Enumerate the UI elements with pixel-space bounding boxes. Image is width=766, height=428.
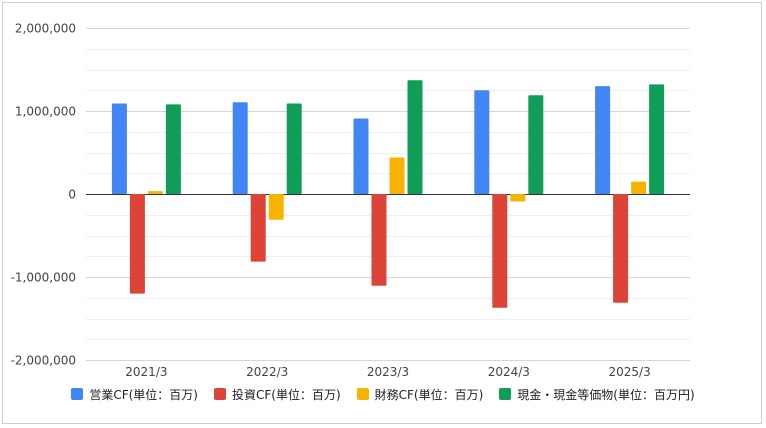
bar <box>250 194 266 262</box>
legend-swatch <box>213 388 226 400</box>
legend-item: 営業CF(単位：百万) <box>71 386 198 403</box>
y-tick-label: 1,000,000 <box>15 105 76 119</box>
legend-item: 現金・現金等価物(単位：百万円) <box>499 386 695 403</box>
legend-swatch <box>71 388 84 400</box>
x-tick-label: 2024/3 <box>488 365 530 379</box>
legend-item: 投資CF(単位：百万) <box>213 386 341 403</box>
bar <box>595 86 611 194</box>
x-tick-label: 2021/3 <box>125 365 167 379</box>
bar <box>111 103 127 194</box>
bar <box>268 194 284 220</box>
legend-swatch <box>356 388 369 400</box>
bar <box>631 181 647 195</box>
bar <box>474 90 490 195</box>
bar <box>613 194 629 303</box>
y-tick-label: -2,000,000 <box>11 354 76 368</box>
bar <box>528 95 544 194</box>
bar <box>147 191 163 195</box>
legend-swatch <box>499 388 512 400</box>
bar <box>165 104 181 195</box>
legend-label: 財務CF(単位：百万) <box>374 387 484 402</box>
x-tick-label: 2023/3 <box>367 365 409 379</box>
y-tick-label: 0 <box>68 188 76 202</box>
bar <box>649 84 665 194</box>
legend-label: 営業CF(単位：百万) <box>89 387 198 402</box>
bar <box>407 80 423 195</box>
y-tick-label: -1,000,000 <box>11 271 76 285</box>
legend-label: 現金・現金等価物(単位：百万円) <box>517 387 695 402</box>
bar <box>371 194 387 286</box>
bar <box>129 194 145 294</box>
bar <box>492 194 508 308</box>
bar <box>510 194 526 202</box>
x-tick-label: 2025/3 <box>608 365 650 379</box>
bar <box>232 102 248 195</box>
x-tick-label: 2022/3 <box>246 365 288 379</box>
legend-item: 財務CF(単位：百万) <box>356 386 484 403</box>
bar <box>353 118 369 195</box>
bar <box>389 157 405 195</box>
legend-label: 投資CF(単位：百万) <box>231 387 341 402</box>
y-tick-label: 2,000,000 <box>15 22 76 36</box>
bar <box>286 103 302 194</box>
legend: 営業CF(単位：百万) 投資CF(単位：百万) 財務CF(単位：百万) 現金・現金等価… <box>0 384 766 404</box>
